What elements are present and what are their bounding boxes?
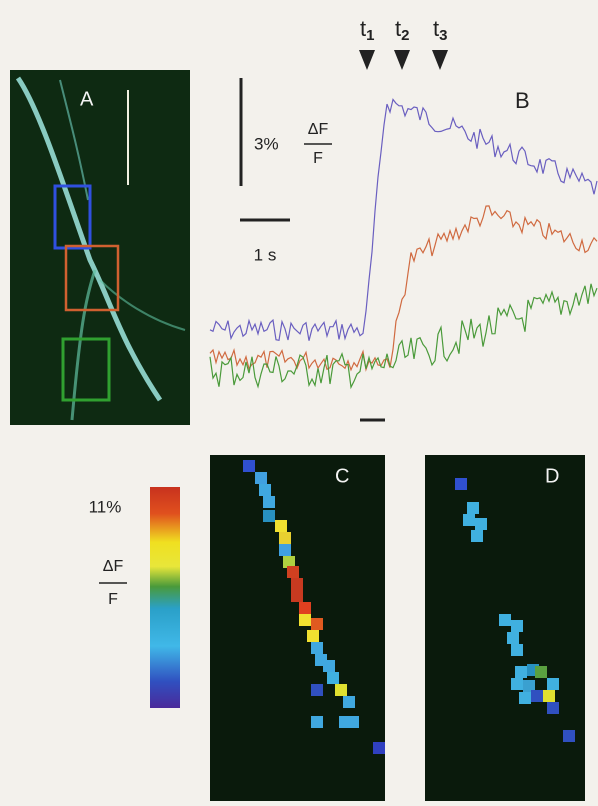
- pixel: [263, 496, 275, 508]
- panel-label: A: [80, 88, 94, 110]
- pixel: [283, 556, 295, 568]
- pixel: [535, 666, 547, 678]
- time-label: 1 s: [254, 245, 277, 264]
- pixel: [499, 614, 511, 626]
- fraction-denominator: F: [313, 150, 323, 167]
- pixel: [467, 502, 479, 514]
- marker-letter: t: [395, 16, 401, 41]
- trace: [209, 205, 598, 372]
- trace: [209, 98, 598, 342]
- pixel: [275, 520, 287, 532]
- marker-letter: t: [433, 16, 439, 41]
- pixel: [311, 642, 323, 654]
- pixel: [243, 460, 255, 472]
- marker-label: t1: [360, 16, 374, 44]
- pixel: [547, 678, 559, 690]
- marker-subscript: 1: [366, 27, 374, 44]
- pixel: [335, 684, 347, 696]
- pixel: [519, 692, 531, 704]
- marker-letter: t: [360, 16, 366, 41]
- pixel: [291, 578, 303, 590]
- pixel: [511, 678, 523, 690]
- roi-box: [53, 184, 92, 250]
- pixel-maps: [243, 460, 575, 754]
- pixel: [531, 690, 543, 702]
- pixel: [471, 530, 483, 542]
- panel-label: D: [545, 465, 559, 487]
- colorbar-max: 11%: [89, 497, 122, 516]
- pixel: [343, 696, 355, 708]
- amplitude-label: 3%: [254, 134, 279, 153]
- pixel: [287, 566, 299, 578]
- pixel: [563, 730, 575, 742]
- pixel: [347, 716, 359, 728]
- pixel: [311, 618, 323, 630]
- panel-label: B: [515, 88, 530, 113]
- pixel: [463, 514, 475, 526]
- pixel: [511, 620, 523, 632]
- pixel: [507, 632, 519, 644]
- traces: [209, 98, 598, 390]
- pixel: [475, 518, 487, 530]
- marker-subscript: 3: [439, 27, 447, 44]
- pixel: [543, 690, 555, 702]
- trace: [209, 283, 598, 390]
- pixel: [259, 484, 271, 496]
- dendrite: [59, 79, 89, 201]
- pixel: [291, 590, 303, 602]
- panel-d-image: [425, 455, 585, 801]
- pixel: [279, 544, 291, 556]
- roi-box: [64, 244, 120, 312]
- pixel: [279, 532, 291, 544]
- time-markers: t1 t2 t3: [359, 16, 448, 70]
- pixel: [255, 472, 267, 484]
- pixel: [523, 680, 535, 692]
- pixel: [311, 684, 323, 696]
- pixel: [327, 672, 339, 684]
- panel-c-image: [210, 455, 385, 801]
- pixel: [307, 630, 319, 642]
- panel-label: C: [335, 465, 349, 487]
- pixel: [455, 478, 467, 490]
- dendrite: [99, 279, 186, 331]
- pixel: [547, 702, 559, 714]
- roi-box: [61, 337, 111, 402]
- dendrite: [15, 76, 163, 402]
- marker-arrow: [359, 50, 375, 70]
- marker-arrow: [432, 50, 448, 70]
- pixel: [373, 742, 385, 754]
- pixel: [299, 614, 311, 626]
- marker-label: t2: [395, 16, 409, 44]
- pixel: [515, 666, 527, 678]
- fraction-numerator: ΔF: [308, 121, 329, 138]
- pixel: [299, 602, 311, 614]
- panel-a-image: [10, 70, 190, 425]
- colorbar: [150, 487, 180, 708]
- marker-arrow: [394, 50, 410, 70]
- marker-label: t3: [433, 16, 447, 44]
- marker-subscript: 2: [401, 27, 409, 44]
- pixel: [263, 510, 275, 522]
- pixel: [511, 644, 523, 656]
- pixel: [323, 660, 335, 672]
- fraction-denominator: F: [108, 591, 118, 608]
- fraction-numerator: ΔF: [103, 558, 124, 575]
- pixel: [311, 716, 323, 728]
- dendrite: [70, 269, 97, 421]
